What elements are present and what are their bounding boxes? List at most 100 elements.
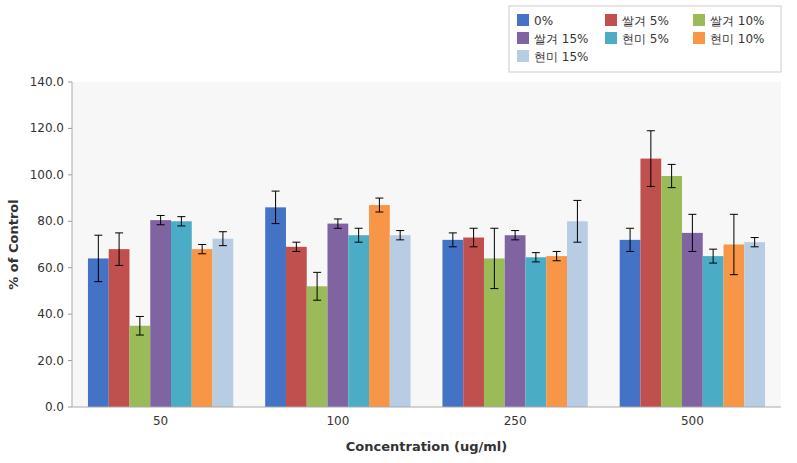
y-axis: 0.0 20.0 40.0 60.0 80.0 100.0 120.0 140.0 — [30, 75, 72, 414]
bar — [505, 235, 526, 407]
y-tick — [68, 267, 72, 268]
bar — [640, 159, 661, 407]
legend-label: 쌀겨 10% — [710, 14, 765, 28]
error-bar — [313, 272, 321, 300]
bar — [463, 238, 484, 407]
error-bar — [511, 231, 519, 240]
bar — [703, 256, 724, 407]
y-tick-label: 80.0 — [37, 214, 64, 228]
error-bar — [647, 131, 655, 187]
error-bar — [94, 235, 102, 281]
bar — [744, 242, 765, 407]
error-bar — [553, 251, 561, 260]
chart-svg: 0.0 20.0 40.0 60.0 80.0 100.0 120.0 140.0 50 100 2… — [0, 0, 797, 463]
error-bar — [730, 214, 738, 274]
y-tick-label: 40.0 — [37, 307, 64, 321]
error-bar — [626, 228, 634, 251]
y-tick-label: 120.0 — [30, 121, 64, 135]
legend-swatch — [605, 32, 617, 44]
legend-swatch — [517, 50, 529, 62]
error-bar — [272, 191, 280, 224]
error-bar — [668, 164, 676, 187]
error-bar — [219, 232, 227, 246]
bar — [369, 205, 390, 407]
legend-label: 현미 5% — [622, 32, 669, 46]
legend-swatch — [517, 14, 529, 26]
error-bar — [470, 228, 478, 247]
y-tick — [68, 82, 72, 83]
series — [192, 198, 745, 407]
error-bar — [688, 214, 696, 251]
y-tick-label: 0.0 — [45, 400, 64, 414]
chart-container: 0.0 20.0 40.0 60.0 80.0 100.0 120.0 140.0 50 100 2… — [0, 0, 797, 463]
error-bar — [490, 228, 498, 288]
plot-background — [72, 82, 781, 407]
legend-label: 현미 15% — [534, 50, 589, 64]
error-bar — [396, 231, 404, 240]
bar — [390, 235, 411, 407]
y-axis-title: % of Control — [6, 199, 21, 289]
bar — [661, 176, 682, 407]
bar — [526, 257, 547, 407]
y-tick — [68, 128, 72, 129]
bar — [620, 240, 641, 407]
bar — [192, 249, 213, 407]
y-tick-label: 20.0 — [37, 354, 64, 368]
y-tick — [68, 314, 72, 315]
y-tick-label: 60.0 — [37, 261, 64, 275]
legend-label: 쌀겨 5% — [622, 14, 669, 28]
bar — [567, 221, 588, 407]
bar — [171, 221, 192, 407]
bar — [327, 224, 348, 407]
bar — [150, 220, 171, 407]
error-bar — [449, 233, 457, 247]
legend-label: 쌀겨 15% — [534, 32, 589, 46]
error-bar — [751, 238, 759, 247]
error-bar — [532, 253, 540, 262]
x-axis: 50 100 250 500 — [153, 414, 704, 428]
y-tick — [68, 407, 72, 408]
error-bar — [709, 249, 717, 263]
legend-swatch — [517, 32, 529, 44]
error-bar — [115, 233, 123, 266]
y-tick — [68, 360, 72, 361]
bar — [265, 207, 286, 407]
bars — [88, 131, 765, 407]
x-tick-label: 50 — [153, 414, 168, 428]
series — [213, 200, 766, 407]
legend-swatch — [693, 14, 705, 26]
error-bar — [355, 228, 363, 242]
x-axis-line — [72, 407, 781, 408]
error-bar — [375, 198, 383, 212]
bar — [442, 240, 463, 407]
legend-swatch — [605, 14, 617, 26]
x-tick-label: 500 — [681, 414, 704, 428]
error-bar — [334, 219, 342, 228]
bar — [109, 249, 130, 407]
y-tick — [68, 174, 72, 175]
bar — [682, 233, 703, 407]
x-axis-title: Concentration (ug/ml) — [346, 439, 507, 454]
bar — [546, 256, 567, 407]
series — [171, 217, 724, 407]
error-bar — [198, 245, 206, 254]
legend-label: 현미 10% — [710, 32, 765, 46]
series — [109, 131, 662, 407]
y-tick — [68, 221, 72, 222]
series — [129, 164, 682, 407]
bar — [286, 247, 307, 407]
y-tick-label: 100.0 — [30, 168, 64, 182]
legend-label: 0% — [534, 14, 553, 28]
y-tick-label: 140.0 — [30, 75, 64, 89]
error-bar — [573, 200, 581, 242]
x-tick-label: 250 — [504, 414, 527, 428]
bar — [307, 286, 328, 407]
bar — [213, 239, 234, 407]
legend: 0% 쌀겨 5% 쌀겨 10% 쌀겨 15% 현미 5% 현미 10% 현미 15% — [509, 6, 781, 72]
legend-swatch — [693, 32, 705, 44]
x-tick-label: 100 — [326, 414, 349, 428]
bar — [348, 235, 369, 407]
error-bar — [292, 242, 300, 251]
series — [88, 191, 641, 407]
error-bar — [177, 217, 185, 226]
